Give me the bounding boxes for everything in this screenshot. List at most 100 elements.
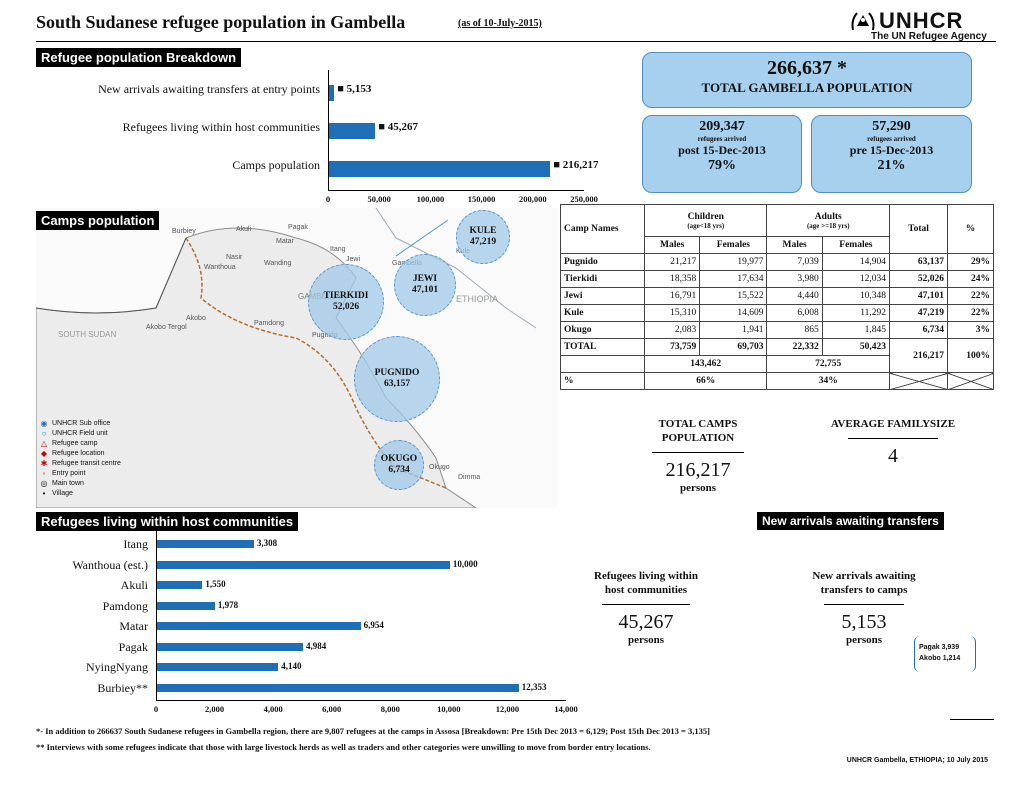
post-dec-pct: 79% — [708, 158, 736, 173]
x-tick-label: 4,000 — [263, 704, 283, 714]
breakdown-section-title: Refugee population Breakdown — [36, 48, 242, 67]
th-adults: Adults (age >=18 yrs) — [766, 204, 890, 237]
unhcr-suboffice-icon: ◉ — [40, 418, 48, 428]
avg-family-title: AVERAGE FAMILYSIZE — [830, 418, 956, 430]
bar — [329, 123, 376, 139]
bar — [157, 663, 279, 672]
table-pct-row: % 66% 34% — [560, 372, 994, 390]
map-place-label: Jewi — [346, 256, 361, 263]
x-tick-label: 6,000 — [322, 704, 342, 714]
table-subtotal-row: 143,462 72,755 — [560, 355, 994, 373]
map-place-label: Burbiey — [172, 228, 196, 235]
credit-line: UNHCR Gambella, ETHIOPIA; 10 July 2015 — [846, 757, 988, 764]
camp-circle-name: PUGNIDO — [374, 368, 420, 379]
transit-centre-icon: ✱ — [40, 458, 48, 468]
x-tick-label: 150,000 — [467, 194, 496, 204]
main-town-icon: ◎ — [40, 478, 48, 488]
date-note: (as of 10-July-2015) — [458, 18, 542, 29]
x-tick-label: 0 — [153, 704, 159, 714]
bar — [329, 161, 551, 177]
camp-circle-name: JEWI — [412, 274, 438, 285]
legend-item: △ Refugee camp — [40, 438, 98, 448]
map-place-label: Akobo Tergol — [146, 324, 187, 331]
post-dec-value: 209,347 — [699, 119, 745, 134]
camp-circle-okugo: OKUGO 6,734 — [374, 440, 424, 490]
legend-item: ◉ UNHCR Sub office — [40, 418, 111, 428]
host-stat-value: 45,267 — [618, 610, 674, 633]
legend-item: ◎ Main town — [40, 478, 84, 488]
map-country-ethiopia: ETHIOPIA — [456, 294, 499, 304]
x-tick-label: 2,000 — [205, 704, 225, 714]
legend-item: • Village — [40, 488, 121, 498]
new-arrivals-section-title: New arrivals awaiting transfers — [757, 512, 944, 530]
unhcr-fieldunit-icon: ○ — [41, 428, 47, 438]
total-camps-title: TOTAL CAMPS POPULATION — [658, 418, 738, 444]
bar-category-label: Burbiey** — [97, 680, 148, 695]
avg-family-stat: AVERAGE FAMILYSIZE 4 — [830, 418, 956, 468]
unhcr-emblem-icon — [851, 12, 875, 31]
bar-category-label: New arrivals awaiting transfers at entry… — [98, 82, 320, 96]
pre-dec-label: pre 15-Dec-2013 — [849, 143, 934, 157]
refugee-location-icon: ◆ — [40, 448, 48, 458]
new-arrivals-pagak: Pagak 3,939 — [919, 644, 960, 651]
new-arrivals-stat-unit: persons — [845, 633, 883, 646]
camp-circle-value: 47,219 — [469, 237, 497, 247]
bar — [157, 622, 361, 631]
bar-category-label: Itang — [123, 537, 148, 552]
breakdown-chart: New arrivals awaiting transfers at entry… — [36, 70, 636, 208]
map-place-label: Okugo — [429, 464, 450, 471]
map-place-label: Dimma — [458, 474, 481, 481]
th-children: Children (age<18 yrs) — [643, 204, 768, 237]
pre-dec-pct: 21% — [877, 158, 906, 173]
map-place-label: Pagak — [288, 224, 308, 231]
bar-value-label: 1,978 — [217, 599, 239, 610]
map-legend: ◉ UNHCR Sub office ○ UNHCR Field unit △ Ref… — [40, 418, 121, 498]
host-stat-title: Refugees living within host communities — [594, 570, 698, 596]
camps-section-title: Camps population — [36, 211, 160, 230]
bar — [157, 601, 215, 610]
bar-category-label: Pagak — [118, 639, 148, 654]
x-tick-label: 50,000 — [367, 194, 391, 204]
camp-circle-jewi: JEWI 47,101 — [394, 254, 456, 316]
th-pct: % — [947, 204, 994, 254]
entry-point-icon: ◦ — [42, 468, 46, 478]
map-place-label: Nasir — [226, 254, 243, 261]
total-camps-stat: TOTAL CAMPS POPULATION 216,217 persons — [638, 418, 758, 494]
legend-item: ○ UNHCR Field unit — [41, 428, 108, 438]
camp-circle-name: OKUGO — [380, 454, 418, 465]
th-total: Total — [889, 204, 948, 254]
new-arrivals-stat-title: New arrivals awaiting transfers to camps — [812, 570, 916, 596]
new-arrivals-akobo: Akobo 1,214 — [919, 655, 961, 663]
new-arrivals-breakdown: Pagak 3,939 Akobo 1,214 — [914, 636, 976, 672]
total-population-label: TOTAL GAMBELLA POPULATION — [701, 80, 913, 95]
post-dec-sub: refugees arrived — [697, 135, 747, 143]
x-tick-label: 12,000 — [495, 704, 520, 714]
bar-value-label: 10,000 — [452, 558, 478, 569]
camp-circle-name: TIERKIDI — [323, 291, 369, 302]
bar — [329, 85, 335, 101]
post-dec-label: post 15-Dec-2013 — [678, 143, 766, 157]
camp-circle-name: KULE — [469, 226, 497, 237]
pre-dec-sub: refugees arrived — [867, 135, 916, 143]
bar-value-label: 4,140 — [281, 661, 302, 672]
camps-table: Camp Names Children (age<18 yrs) Adults … — [560, 204, 994, 390]
host-chart: Itang 3,308 Wanthoua (est.) 10,000 Akuli 1,55… — [36, 530, 596, 718]
x-tick-label: 250,000 — [570, 194, 598, 204]
x-tick-label: 8,000 — [380, 704, 400, 714]
bar-value-label: 1,550 — [205, 579, 226, 590]
bar-value-label: 4,984 — [305, 640, 327, 651]
table-row: Tierkidi 18,358 17,634 3,980 12,034 52,0… — [560, 270, 994, 288]
camp-circle-value: 63,157 — [383, 379, 411, 389]
x-tick-label: 200,000 — [518, 194, 547, 204]
camp-circle-kule: KULE 47,219 — [456, 210, 510, 264]
bar-value-label: ■ 216,217 — [553, 159, 599, 171]
logo-subtext: The UN Refugee Agency — [871, 31, 987, 42]
pre-dec-box: 57,290 refugees arrived pre 15-Dec-2013 … — [811, 115, 972, 193]
camps-map: SOUTH SUDAN ETHIOPIA GAMBELLA Burbiey Ak… — [36, 208, 558, 508]
page-title: South Sudanese refugee population in Gam… — [36, 12, 406, 32]
camp-circle-pugnido: PUGNIDO 63,157 — [354, 336, 440, 422]
x-tick-label: 14,000 — [554, 704, 578, 714]
camp-circle-value: 52,026 — [332, 302, 360, 312]
bar-category-label: Refugees living within host communities — [122, 120, 320, 134]
chart-y-axis — [156, 530, 157, 700]
